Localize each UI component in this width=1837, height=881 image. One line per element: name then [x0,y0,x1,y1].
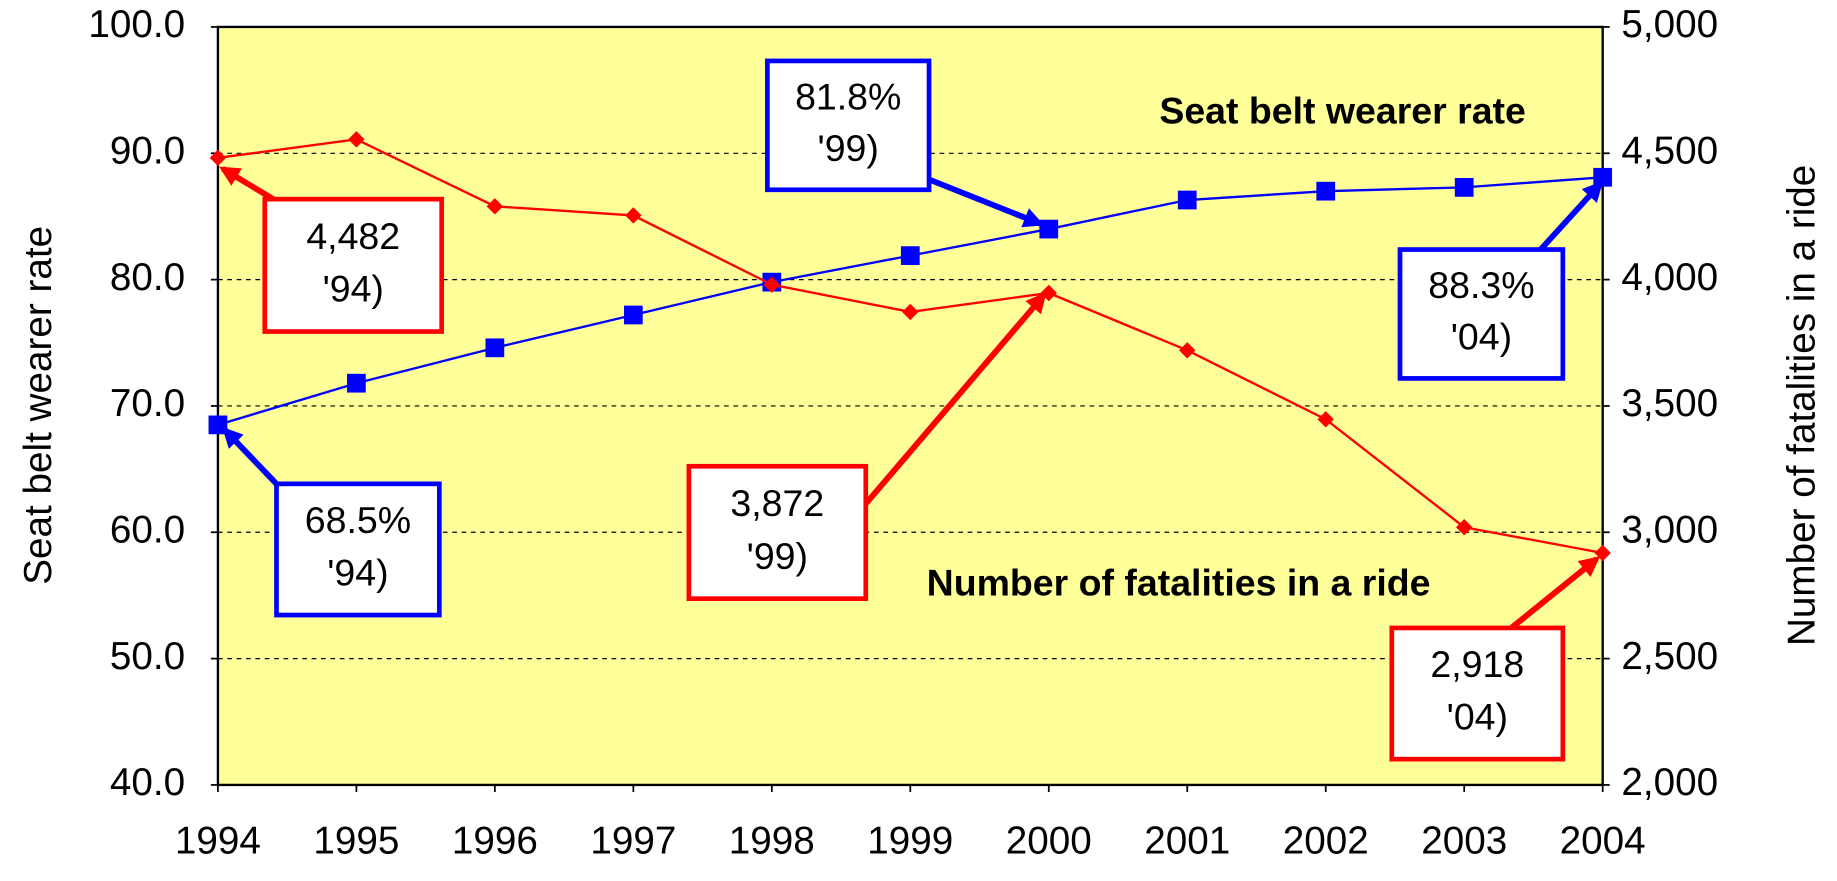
callout-box [262,196,445,334]
callout-box [1397,247,1566,381]
callout-arrow [924,175,1045,228]
callout-text: '04) [1451,316,1512,358]
y-tick-label: 70.0 [110,382,185,425]
diamond-marker [486,198,504,215]
square-marker [1039,219,1059,239]
square-marker [1454,178,1474,197]
callout-arrow [1538,180,1604,252]
y-tick-label: 60.0 [110,508,185,551]
series-label: Number of fatalities in a ride [927,562,1431,604]
y2-tick-label: 5,000 [1621,3,1718,46]
x-tick-label: 2001 [1144,820,1230,863]
callout-text: '99) [818,127,879,169]
y-tick-label: 90.0 [110,129,185,172]
x-tick-label: 2000 [1006,820,1092,863]
y2-tick-label: 3,500 [1621,382,1718,425]
diamond-marker [1594,544,1611,562]
callout-box [765,58,932,193]
callout-text: '04) [1447,696,1508,738]
x-tick-label: 1996 [452,820,538,863]
x-tick-label: 2004 [1560,820,1646,863]
diamond-marker [1040,284,1057,302]
y2-axis-title: Number of fatalities in a ride [1780,165,1823,646]
diamond-marker [763,276,781,293]
diamond-marker [1456,519,1473,536]
callout-text: 68.5% [305,499,411,541]
callout-arrow [222,426,279,486]
diamond-marker [1179,342,1196,359]
diamond-marker [902,303,919,321]
y-tick-label: 40.0 [110,761,185,804]
y2-tick-label: 4,500 [1621,129,1718,172]
y2-tick-label: 2,500 [1621,635,1718,678]
y-tick-label: 50.0 [110,635,185,678]
diamond-marker [348,131,365,148]
callout-text: '94) [327,552,388,594]
callout-arrow [863,292,1047,506]
x-tick-label: 1999 [867,820,953,863]
callout-box [686,463,869,602]
x-tick-label: 1995 [313,820,399,863]
callout-text: '99) [747,535,808,577]
x-tick-label: 1994 [175,820,261,863]
x-tick-label: 1997 [590,820,676,863]
y-tick-label: 80.0 [110,256,185,299]
callout-text: 4,482 [306,215,400,257]
x-tick-label: 2002 [1283,820,1369,863]
callout-box [274,481,442,618]
y-axis-title: Seat belt wearer rate [17,226,60,585]
square-marker [1316,181,1336,201]
square-marker [900,246,920,265]
callout-text: 88.3% [1428,264,1534,306]
callout-arrow [1509,556,1601,631]
callout-text: '94) [323,268,384,310]
x-tick-label: 1998 [729,820,815,863]
square-marker [1593,167,1613,187]
diamond-marker [625,207,642,224]
series-label: Seat belt wearer rate [1159,90,1526,132]
callout-box [1389,625,1566,762]
y2-tick-label: 2,000 [1621,761,1718,804]
y-tick-label: 100.0 [88,3,185,46]
y2-tick-label: 3,000 [1621,508,1718,551]
y2-tick-label: 4,000 [1621,256,1718,299]
callout-text: 2,918 [1430,643,1524,685]
x-tick-label: 2003 [1421,820,1507,863]
square-marker [485,338,505,358]
square-marker [347,373,366,393]
square-marker [1177,190,1197,210]
callout-text: 81.8% [795,75,901,117]
callout-text: 3,872 [730,482,824,524]
diamond-marker [209,149,227,167]
square-marker [623,305,643,325]
